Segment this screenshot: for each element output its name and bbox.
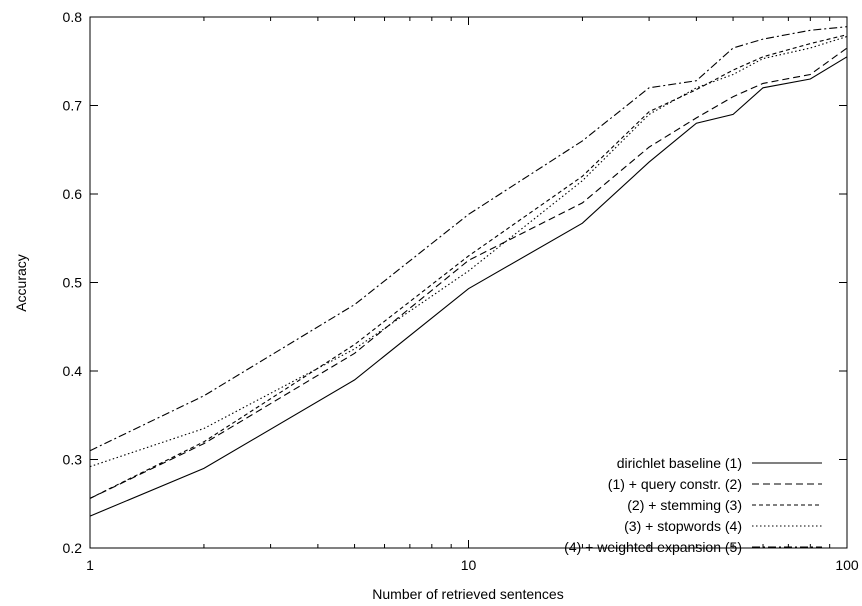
y-tick-label: 0.6 xyxy=(63,186,83,202)
series-lines xyxy=(89,26,848,517)
y-tick-label: 0.5 xyxy=(63,275,83,291)
legend-label: (4) + weighted expansion (5) xyxy=(564,539,742,555)
x-axis-title: Number of retrieved sentences xyxy=(372,586,563,602)
x-tick-label: 1 xyxy=(86,557,94,573)
legend-label: (3) + stopwords (4) xyxy=(624,518,742,534)
y-tick-label: 0.2 xyxy=(63,540,83,556)
series-line-4 xyxy=(89,35,848,468)
series-line-2 xyxy=(89,47,848,499)
series-line-5 xyxy=(89,26,848,452)
legend-label: dirichlet baseline (1) xyxy=(617,455,742,471)
y-axis-title: Accuracy xyxy=(13,254,29,312)
legend-label: (2) + stemming (3) xyxy=(627,497,742,513)
series-line-1 xyxy=(89,56,848,517)
x-tick-label: 10 xyxy=(461,557,477,573)
legend: dirichlet baseline (1) (1) + query constr… xyxy=(564,455,822,555)
legend-label: (1) + query constr. (2) xyxy=(608,476,742,492)
series-line-3 xyxy=(89,34,848,499)
y-tick-label: 0.8 xyxy=(63,9,83,25)
x-tick-label: 100 xyxy=(835,557,859,573)
y-tick-label: 0.3 xyxy=(63,452,83,468)
axis-ticks: 0.2 0.3 0.4 0.5 0.6 0.7 0.8 1 10 100 xyxy=(63,9,859,573)
y-tick-label: 0.4 xyxy=(63,363,83,379)
y-tick-label: 0.7 xyxy=(63,98,83,114)
